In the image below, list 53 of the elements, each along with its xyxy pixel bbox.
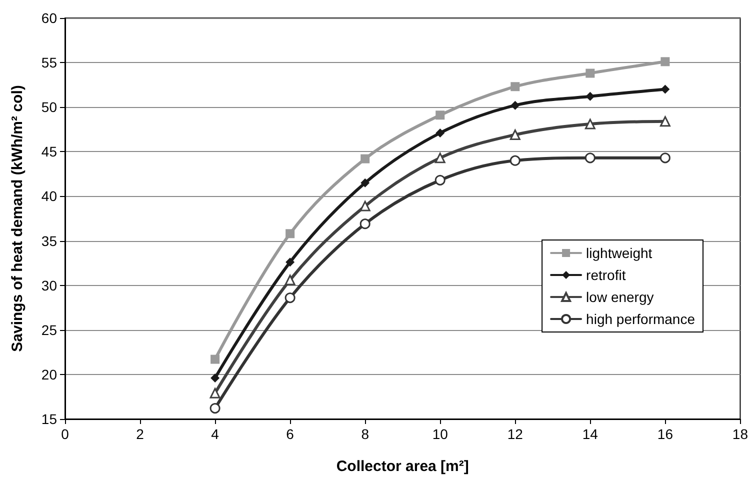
x-tick-label: 16: [657, 426, 674, 442]
point: [584, 118, 596, 130]
point: [360, 178, 370, 188]
x-tick-label: 14: [582, 426, 598, 442]
x-axis-title: Collector area [m²]: [336, 458, 469, 475]
point: [660, 57, 670, 66]
y-tick-label: 20: [41, 366, 58, 382]
point: [436, 110, 445, 120]
y-tick-label: 55: [41, 54, 58, 71]
legend-label: high performance: [586, 311, 696, 327]
point: [660, 84, 670, 94]
point: [284, 292, 296, 304]
point: [210, 354, 220, 364]
x-tick-label: 4: [211, 426, 220, 442]
y-tick-label: 35: [41, 232, 58, 249]
point: [434, 152, 446, 164]
x-tick-label: 2: [136, 426, 144, 442]
point: [210, 403, 220, 414]
point: [286, 258, 295, 267]
point: [510, 155, 520, 166]
legend-label: lightweight: [586, 245, 652, 261]
legend-label: retrofit: [586, 267, 626, 283]
point: [510, 100, 520, 110]
x-tick-label: 12: [507, 426, 524, 442]
point: [660, 152, 670, 164]
point: [286, 229, 295, 238]
point: [586, 68, 595, 78]
y-tick-label: 30: [41, 277, 58, 294]
point: [434, 174, 446, 186]
x-tick-label: 18: [732, 426, 748, 442]
point: [360, 200, 370, 212]
point: [360, 218, 370, 230]
point: [660, 116, 670, 127]
point: [210, 388, 220, 398]
y-tick-label: 50: [41, 99, 58, 116]
y-tick-label: 45: [41, 144, 58, 160]
x-tick-label: 0: [61, 426, 70, 442]
y-tick-label: 25: [41, 322, 58, 338]
point: [436, 128, 445, 138]
y-axis-title: Savings of heat demand (kWh/m² col): [9, 85, 26, 352]
point: [284, 274, 296, 286]
x-tick-label: 8: [361, 426, 370, 442]
point: [210, 374, 220, 383]
x-tick-label: 6: [286, 426, 294, 442]
legend-label: low energy: [586, 289, 654, 305]
point: [510, 129, 520, 140]
y-tick-label: 15: [41, 411, 58, 427]
x-tick-label: 10: [432, 426, 448, 442]
point: [510, 82, 520, 92]
point: [584, 152, 596, 164]
y-tick-label: 40: [41, 188, 58, 204]
point: [360, 154, 370, 164]
y-tick-label: 60: [41, 10, 58, 26]
